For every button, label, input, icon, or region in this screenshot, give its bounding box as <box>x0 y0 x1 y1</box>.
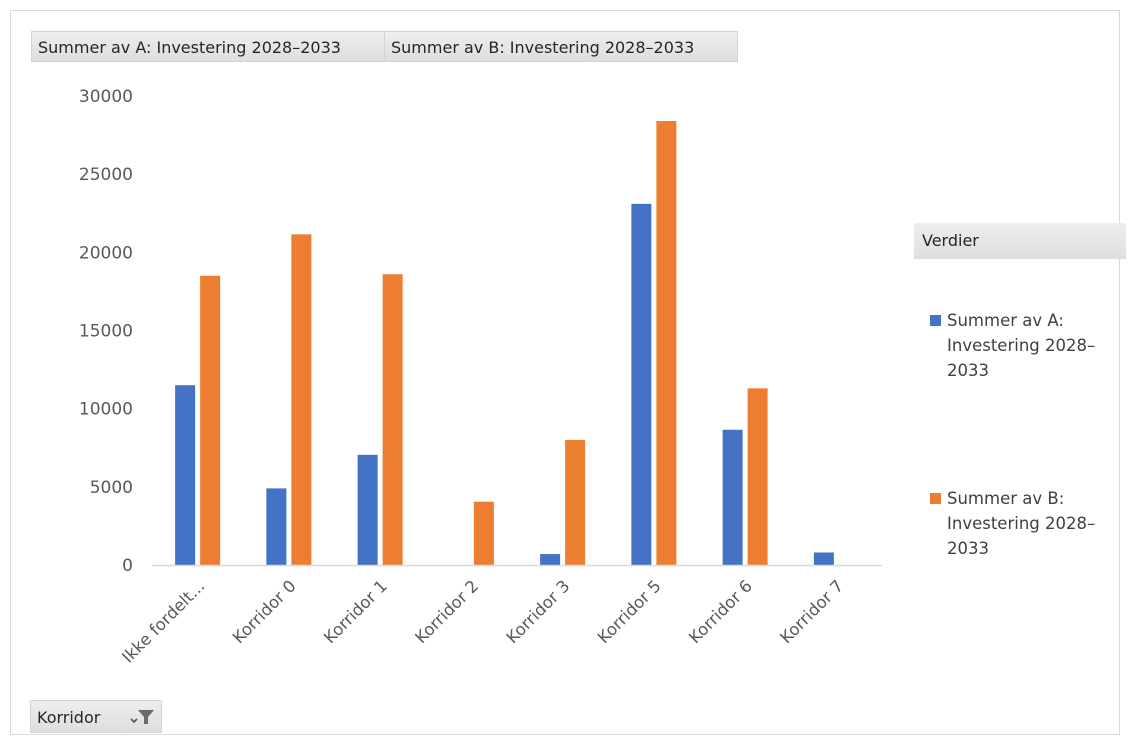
legend-entry-series-b[interactable]: Summer av B: Investering 2028–2033 <box>930 486 1120 561</box>
y-tick-label: 25000 <box>79 165 133 185</box>
y-tick-label: 15000 <box>79 322 133 342</box>
x-tick-label: Korridor 0 <box>229 576 300 647</box>
bar-series-b[interactable] <box>382 274 403 565</box>
series-a-field-button[interactable]: Summer av A: Investering 2028–2033 <box>31 31 385 62</box>
y-tick-label: 30000 <box>79 87 133 107</box>
korridor-filter-button[interactable]: Korridor <box>30 700 162 733</box>
chart-frame <box>10 10 1120 735</box>
bar-series-b[interactable] <box>747 388 768 565</box>
bar-series-a[interactable] <box>813 552 834 565</box>
bar-series-a[interactable] <box>631 203 652 565</box>
x-tick-label: Korridor 6 <box>685 576 756 647</box>
y-tick-label: 10000 <box>79 400 133 420</box>
x-tick-label: Korridor 1 <box>320 576 391 647</box>
y-tick-label: 0 <box>122 556 133 576</box>
x-tick-label: Korridor 7 <box>776 576 847 647</box>
y-tick-label: 5000 <box>90 478 133 498</box>
bar-series-a[interactable] <box>540 554 561 565</box>
bar-series-b[interactable] <box>473 501 494 565</box>
bar-series-b[interactable] <box>200 275 221 565</box>
legend-label-series-a: Summer av A: Investering 2028–2033 <box>947 311 1096 380</box>
legend-label-series-b: Summer av B: Investering 2028–2033 <box>947 489 1096 558</box>
x-tick-label: Korridor 2 <box>411 576 482 647</box>
x-tick-label: Ikke fordelt... <box>118 576 208 666</box>
legend-swatch-series-a <box>930 315 941 326</box>
bar-series-b[interactable] <box>656 121 677 565</box>
bar-series-b[interactable] <box>291 234 312 566</box>
bar-series-a[interactable] <box>357 454 378 565</box>
legend-entry-series-a[interactable]: Summer av A: Investering 2028–2033 <box>930 308 1120 383</box>
y-tick-label: 20000 <box>79 243 133 263</box>
series-b-field-button[interactable]: Summer av B: Investering 2028–2033 <box>384 31 738 62</box>
x-tick-label: Korridor 5 <box>594 576 665 647</box>
bar-series-a[interactable] <box>175 385 196 565</box>
bar-series-b[interactable] <box>565 439 586 565</box>
x-tick-label: Korridor 3 <box>503 576 574 647</box>
bar-chart: 0 5000 10000 15000 20000 25000 30000 Ikke forde… <box>79 87 882 667</box>
bar-series-a[interactable] <box>266 488 287 565</box>
filter-label: Korridor <box>37 708 101 727</box>
legend-swatch-series-b <box>930 493 941 504</box>
filter-dropdown-icon[interactable] <box>129 708 155 726</box>
legend-title: Verdier <box>914 223 1126 259</box>
bar-series-a[interactable] <box>722 429 743 565</box>
